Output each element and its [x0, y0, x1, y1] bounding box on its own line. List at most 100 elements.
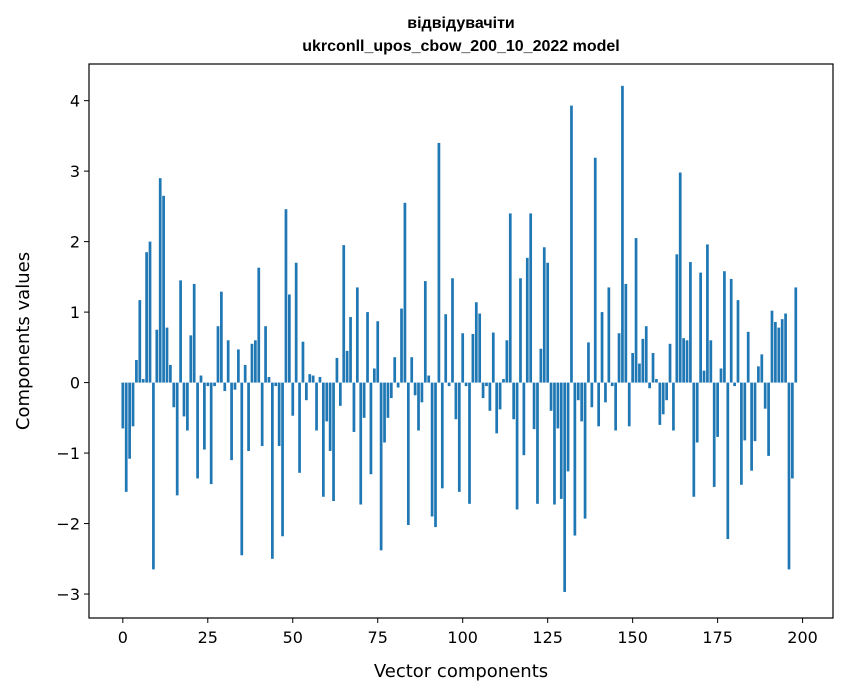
bar — [430, 382, 434, 517]
bar — [600, 312, 604, 383]
bar — [172, 382, 176, 408]
bar — [345, 350, 349, 383]
bar — [590, 382, 594, 408]
bar — [318, 376, 322, 383]
bar — [733, 382, 736, 387]
bar — [498, 382, 502, 410]
x-tick-label: 175 — [702, 628, 733, 647]
bar — [271, 382, 274, 559]
bar — [481, 382, 485, 399]
bar — [182, 382, 186, 417]
bar — [777, 327, 781, 383]
bar — [444, 314, 448, 383]
bar — [155, 329, 159, 383]
bar — [757, 366, 760, 383]
bar — [675, 254, 679, 383]
bar — [495, 382, 499, 434]
bar — [621, 85, 624, 383]
bar — [570, 105, 573, 383]
bar — [138, 300, 142, 383]
bar — [784, 313, 787, 383]
bar — [719, 368, 723, 383]
bar — [655, 379, 658, 383]
bar — [209, 382, 213, 485]
bar — [349, 317, 352, 383]
bar — [304, 382, 308, 401]
bar — [736, 300, 740, 383]
bar — [532, 382, 536, 430]
bar — [729, 278, 733, 383]
bar — [243, 364, 247, 383]
bar — [145, 252, 148, 383]
bar — [223, 382, 227, 392]
bar — [668, 343, 672, 383]
bar — [308, 374, 312, 383]
bar — [695, 382, 699, 443]
bar — [491, 332, 495, 383]
bar — [661, 382, 665, 415]
bar — [556, 382, 560, 429]
bar — [403, 202, 407, 383]
bar — [716, 382, 719, 437]
bar — [315, 382, 318, 431]
bar — [651, 352, 655, 383]
bar — [291, 382, 295, 416]
bar — [702, 370, 706, 383]
bar — [522, 382, 526, 456]
y-tick-label: 2 — [70, 233, 80, 252]
bar — [189, 335, 193, 383]
bar — [383, 382, 386, 443]
x-tick-label: 75 — [368, 628, 388, 647]
y-tick-label: 1 — [70, 303, 80, 322]
chart-title: відвідувачіти — [407, 15, 515, 32]
bar — [264, 326, 267, 383]
y-tick-label: 4 — [70, 92, 80, 111]
x-axis-label: Vector components — [374, 661, 548, 682]
bar — [427, 375, 431, 383]
bar — [692, 382, 696, 497]
bar — [474, 302, 478, 383]
bar — [485, 382, 488, 387]
bar — [478, 313, 482, 383]
bar — [746, 331, 750, 383]
bar — [148, 241, 152, 383]
bar — [332, 382, 335, 501]
bar — [135, 360, 138, 383]
bar — [355, 287, 359, 383]
bar — [196, 382, 199, 479]
bar — [206, 382, 210, 387]
x-tick-label: 200 — [787, 628, 818, 647]
bar — [379, 382, 383, 551]
bar — [220, 291, 223, 383]
y-tick-label: −3 — [56, 585, 80, 604]
x-tick-label: 50 — [283, 628, 303, 647]
bar — [665, 382, 668, 401]
bar — [515, 382, 519, 510]
bar — [410, 357, 414, 383]
bar — [281, 382, 284, 537]
bar — [369, 382, 373, 475]
bar — [186, 382, 189, 431]
bar — [488, 382, 492, 411]
bar — [434, 382, 437, 528]
bar — [169, 364, 172, 383]
bar — [505, 340, 509, 383]
bar — [158, 178, 162, 383]
bar — [396, 382, 400, 388]
bar — [794, 287, 798, 383]
bar — [699, 272, 702, 383]
bar — [338, 382, 342, 406]
bar — [617, 333, 621, 383]
bar — [254, 340, 257, 383]
bar — [614, 382, 618, 431]
bar — [641, 338, 645, 383]
bar — [335, 357, 339, 383]
bar — [610, 382, 614, 387]
bar — [121, 382, 125, 429]
bar — [440, 382, 444, 489]
x-tick-label: 150 — [617, 628, 648, 647]
bar — [780, 319, 784, 383]
chart-subtitle: ukrconll_upos_cbow_200_10_2022 model — [302, 38, 619, 55]
bar — [284, 209, 288, 383]
bar — [267, 376, 271, 383]
